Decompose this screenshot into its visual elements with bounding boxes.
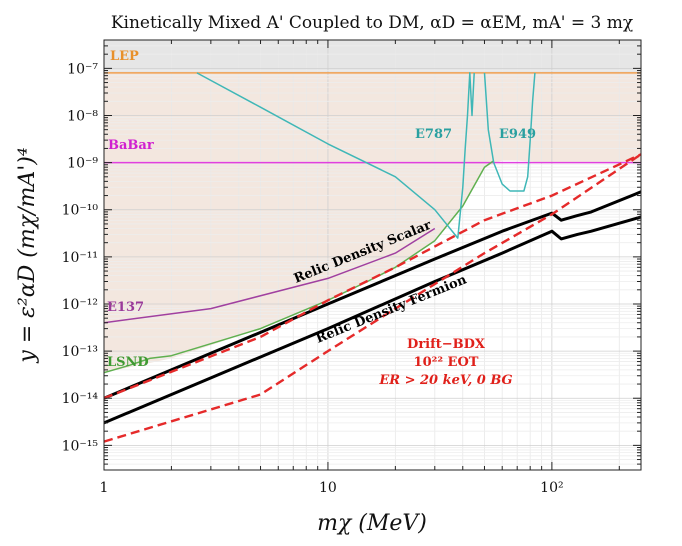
annotation-drift-bdx: Drift−BDX xyxy=(407,337,486,352)
label-e787: E787 xyxy=(415,127,452,142)
y-tick-label: 10⁻¹¹ xyxy=(62,250,98,266)
y-tick-label: 10⁻¹⁰ xyxy=(62,203,99,219)
x-tick-label: 1 xyxy=(100,480,109,496)
series-relic-density-fermion xyxy=(104,215,641,425)
label-e949: E949 xyxy=(499,127,536,142)
y-tick-label: 10⁻¹⁴ xyxy=(62,391,99,407)
label-e137: E137 xyxy=(107,300,144,315)
annotation-eot: 10²² EOT xyxy=(414,355,479,370)
axis-ticks: 1 10 10² 10⁻⁷ 10⁻⁸ 10⁻⁹ 10⁻¹⁰ 10⁻¹¹ 10⁻¹² 10⁻¹³ 10… xyxy=(62,39,641,496)
y-tick-label: 10⁻¹⁵ xyxy=(62,438,99,454)
y-tick-label: 10⁻¹² xyxy=(62,297,98,313)
plot-frame xyxy=(103,39,642,471)
series-e787 xyxy=(196,72,475,239)
series-e137 xyxy=(104,227,436,324)
y-axis-label: y = ε²αD (mχ/mA')⁴ xyxy=(15,147,40,363)
annotation-threshold: ER > 20 keV, 0 BG xyxy=(378,373,512,388)
series-drift-bdx-lower xyxy=(104,153,641,443)
label-lep: LEP xyxy=(110,49,139,64)
x-axis-label: mχ (MeV) xyxy=(317,511,427,536)
chart-title: Kinetically Mixed A' Coupled to DM, αD =… xyxy=(111,13,633,33)
y-tick-label: 10⁻⁷ xyxy=(67,61,98,77)
curves-layer xyxy=(104,72,641,443)
label-babar: BaBar xyxy=(108,138,154,153)
x-tick-label: 10 xyxy=(319,480,337,496)
series-drift-bdx-upper xyxy=(104,153,641,400)
y-tick-label: 10⁻⁸ xyxy=(67,108,98,124)
y-tick-label: 10⁻¹³ xyxy=(62,344,98,360)
y-tick-label: 10⁻⁹ xyxy=(67,156,98,172)
series-e949 xyxy=(483,72,536,192)
x-tick-label: 10² xyxy=(540,480,563,496)
label-lsnd: LSND xyxy=(107,355,149,370)
